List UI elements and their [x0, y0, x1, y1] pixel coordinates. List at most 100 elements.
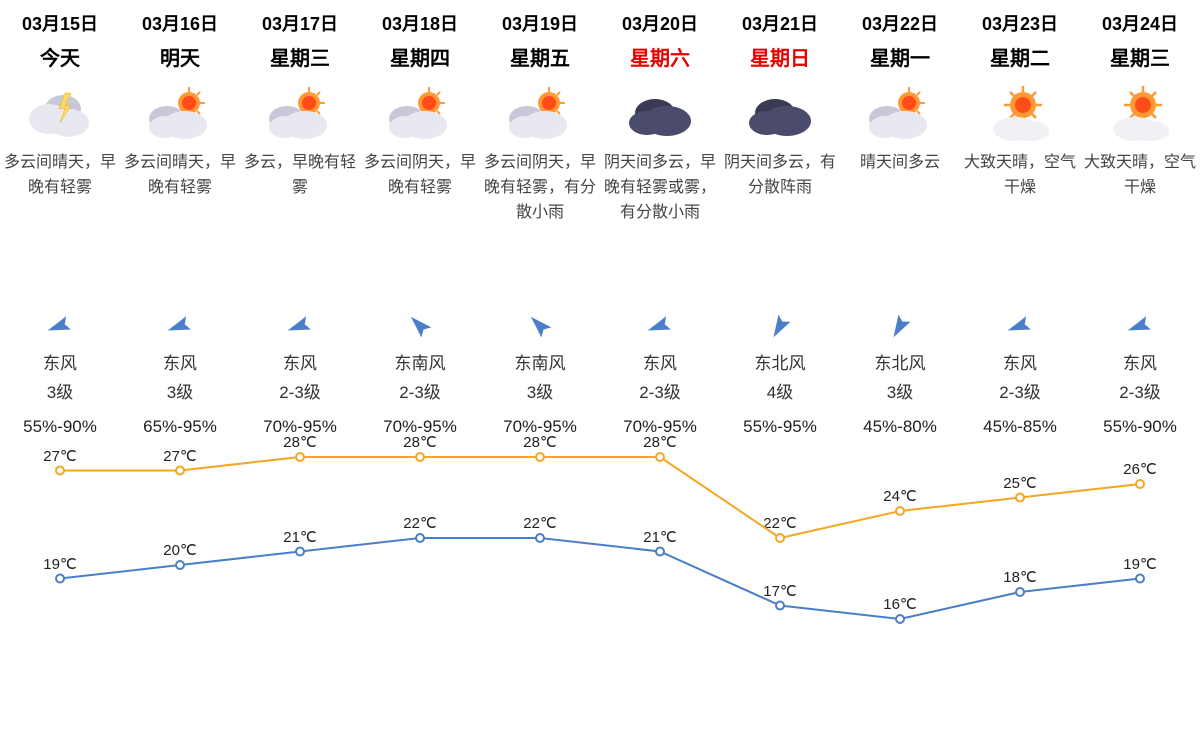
humidity-label: 65%-95%: [143, 417, 217, 437]
day-of-week-label: 星期五: [510, 42, 570, 71]
wind-direction-label: 东南风: [395, 349, 446, 374]
day-column[interactable]: 03月21日星期日阴天间多云，有分散阵雨东北风 4级 55%-95%: [720, 10, 840, 437]
wind-level-label: 4级: [767, 378, 793, 403]
high-temperature-line: [60, 457, 1140, 538]
low-temperature-line: [60, 538, 1140, 619]
date-label: 03月20日: [622, 10, 698, 36]
wind-arrow-icon: [1123, 309, 1157, 343]
day-of-week-label: 明天: [160, 42, 200, 71]
overcast-icon: [625, 83, 695, 143]
humidity-label: 55%-95%: [743, 417, 817, 437]
humidity-label: 55%-90%: [1103, 417, 1177, 437]
partly-sunny-icon: [385, 83, 455, 143]
date-label: 03月17日: [262, 10, 338, 36]
overcast-icon: [745, 83, 815, 143]
wind-level-label: 2-3级: [999, 378, 1041, 403]
partly-sunny-icon: [145, 83, 215, 143]
wind-arrow-icon: [163, 309, 197, 343]
weather-description: 大致天晴，空气干燥: [1084, 151, 1196, 301]
day-column[interactable]: 03月24日星期三大致天晴，空气干燥东风2-3级55%-90%: [1080, 10, 1200, 437]
wind-arrow-icon: [283, 309, 317, 343]
high-temperature-marker: [776, 534, 784, 542]
weather-description: 多云，早晚有轻雾: [244, 151, 356, 301]
weather-description: 多云间晴天，早晚有轻雾: [124, 151, 236, 301]
sunny-clear-icon: [1105, 83, 1175, 143]
day-of-week-label: 今天: [40, 42, 80, 71]
day-column[interactable]: 03月16日明天多云间晴天，早晚有轻雾东风 3级 65%-95%: [120, 10, 240, 437]
temperature-chart-svg: [0, 439, 1200, 629]
day-of-week-label: 星期二: [990, 42, 1050, 71]
high-temperature-marker: [416, 453, 424, 461]
wind-arrow-icon: [883, 309, 917, 343]
partly-sunny-icon: [265, 83, 335, 143]
low-temperature-marker: [296, 548, 304, 556]
date-label: 03月24日: [1102, 10, 1178, 36]
weather-description: 多云间阴天，早晚有轻雾，有分散小雨: [484, 151, 596, 301]
partly-sunny-icon: [865, 83, 935, 143]
wind-direction-label: 东风: [643, 349, 677, 374]
day-of-week-label: 星期日: [750, 42, 810, 71]
weather-description: 多云间晴天，早晚有轻雾: [4, 151, 116, 301]
wind-level-label: 3级: [167, 378, 193, 403]
wind-arrow-icon: [763, 309, 797, 343]
wind-direction-label: 东北风: [755, 349, 806, 374]
humidity-label: 45%-85%: [983, 417, 1057, 437]
humidity-label: 55%-90%: [23, 417, 97, 437]
low-temperature-marker: [56, 575, 64, 583]
date-label: 03月21日: [742, 10, 818, 36]
wind-level-label: 2-3级: [399, 378, 441, 403]
wind-arrow-icon: [43, 309, 77, 343]
high-temperature-marker: [1016, 494, 1024, 502]
wind-direction-label: 东南风: [515, 349, 566, 374]
weather-description: 阴天间多云，有分散阵雨: [724, 151, 836, 301]
high-temperature-marker: [1136, 480, 1144, 488]
day-column[interactable]: 03月20日星期六阴天间多云，早晚有轻雾或雾，有分散小雨东风2-3级70%-95…: [600, 10, 720, 437]
high-temperature-marker: [176, 467, 184, 475]
wind-level-label: 2-3级: [639, 378, 681, 403]
day-of-week-label: 星期六: [630, 42, 690, 71]
day-column[interactable]: 03月17日星期三多云，早晚有轻雾东风2-3级70%-95%: [240, 10, 360, 437]
day-column[interactable]: 03月19日星期五多云间阴天，早晚有轻雾，有分散小雨东南风3级70%-95%: [480, 10, 600, 437]
wind-direction-label: 东风: [283, 349, 317, 374]
high-temperature-marker: [656, 453, 664, 461]
high-temperature-marker: [896, 507, 904, 515]
low-temperature-marker: [536, 534, 544, 542]
wind-direction-label: 东北风: [875, 349, 926, 374]
date-label: 03月18日: [382, 10, 458, 36]
low-temperature-marker: [776, 602, 784, 610]
low-temperature-marker: [656, 548, 664, 556]
wind-direction-label: 东风: [163, 349, 197, 374]
day-column[interactable]: 03月23日星期二大致天晴，空气干燥东风 2-3级 45%-85%: [960, 10, 1080, 437]
wind-direction-label: 东风: [1003, 349, 1037, 374]
weather-description: 阴天间多云，早晚有轻雾或雾，有分散小雨: [604, 151, 716, 301]
day-of-week-label: 星期三: [1110, 42, 1170, 71]
high-temperature-marker: [536, 453, 544, 461]
high-temperature-marker: [296, 453, 304, 461]
partly-sunny-icon: [505, 83, 575, 143]
weather-description: 大致天晴，空气干燥: [964, 151, 1076, 301]
wind-level-label: 3级: [527, 378, 553, 403]
low-temperature-marker: [1136, 575, 1144, 583]
day-of-week-label: 星期四: [390, 42, 450, 71]
wind-arrow-icon: [523, 309, 557, 343]
day-column[interactable]: 03月22日星期一晴天间多云东北风3级45%-80%: [840, 10, 960, 437]
wind-level-label: 3级: [47, 378, 73, 403]
day-of-week-label: 星期一: [870, 42, 930, 71]
temperature-chart: 27℃27℃28℃28℃28℃28℃22℃24℃25℃26℃19℃20℃21℃2…: [0, 439, 1200, 629]
wind-level-label: 3级: [887, 378, 913, 403]
wind-level-label: 2-3级: [1119, 378, 1161, 403]
forecast-grid: 03月15日今天多云间晴天，早晚有轻雾东风3级55%-90%03月16日明天多云…: [0, 0, 1200, 437]
humidity-label: 45%-80%: [863, 417, 937, 437]
date-label: 03月22日: [862, 10, 938, 36]
date-label: 03月23日: [982, 10, 1058, 36]
wind-arrow-icon: [1003, 309, 1037, 343]
day-column[interactable]: 03月18日星期四多云间阴天，早晚有轻雾东南风2-3级70%-95%: [360, 10, 480, 437]
low-temperature-marker: [896, 615, 904, 623]
low-temperature-marker: [1016, 588, 1024, 596]
date-label: 03月16日: [142, 10, 218, 36]
low-temperature-marker: [416, 534, 424, 542]
low-temperature-marker: [176, 561, 184, 569]
wind-arrow-icon: [643, 309, 677, 343]
weather-description: 多云间阴天，早晚有轻雾: [364, 151, 476, 301]
day-column[interactable]: 03月15日今天多云间晴天，早晚有轻雾东风3级55%-90%: [0, 10, 120, 437]
